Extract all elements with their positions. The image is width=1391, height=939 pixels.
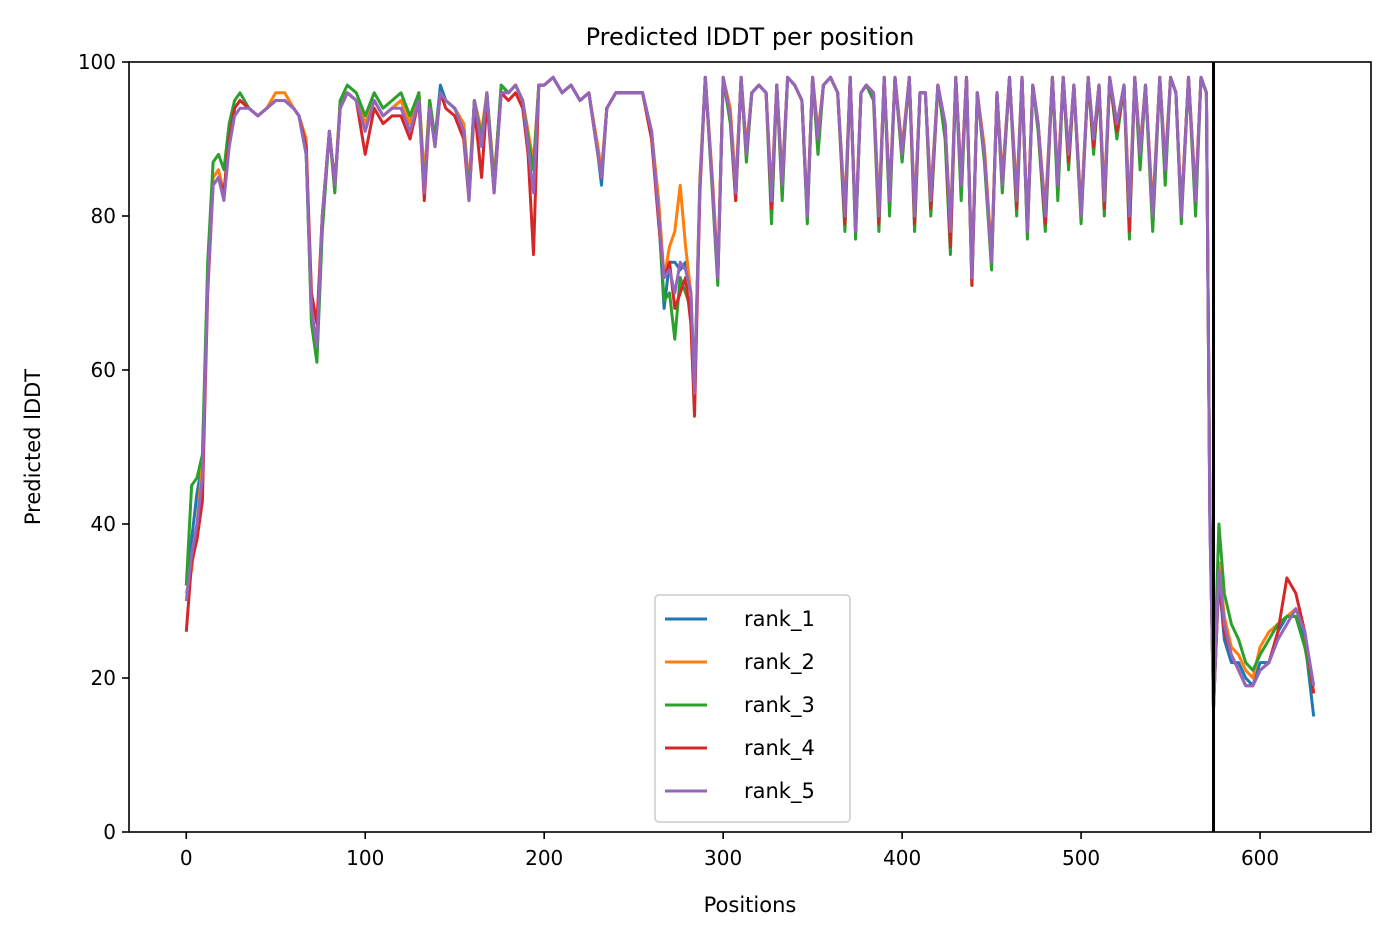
- legend-label-rank_3: rank_3: [744, 693, 815, 718]
- series-lines: [184, 75, 1316, 717]
- legend-label-rank_4: rank_4: [744, 736, 815, 761]
- y-tick-label: 80: [91, 204, 116, 228]
- x-tick-label: 100: [346, 846, 384, 870]
- y-tick-label: 60: [91, 358, 116, 382]
- plot-frame: [128, 61, 1372, 833]
- y-tick-label: 0: [103, 820, 116, 844]
- x-tick-label: 500: [1062, 846, 1100, 870]
- x-tick-label: 0: [180, 846, 193, 870]
- legend-label-rank_1: rank_1: [744, 607, 815, 632]
- x-tick-label: 400: [883, 846, 921, 870]
- legend-label-rank_2: rank_2: [744, 650, 815, 675]
- legend-box: [654, 594, 851, 823]
- y-axis: 0 20 40 60 80 100: [78, 50, 129, 844]
- legend-label-rank_5: rank_5: [744, 779, 815, 804]
- x-axis-label: Positions: [704, 893, 797, 917]
- x-axis: 0 100 200 300 400 500 600: [180, 832, 1279, 870]
- chart-title: Predicted lDDT per position: [586, 23, 915, 51]
- x-tick-label: 300: [704, 846, 742, 870]
- legend: rank_1 rank_2 rank_3 rank_4 rank_5: [654, 594, 851, 823]
- y-axis-label: Predicted lDDT: [21, 369, 45, 525]
- y-tick-label: 40: [91, 512, 116, 536]
- y-tick-label: 100: [78, 50, 116, 74]
- series-line-rank_5: [184, 75, 1316, 711]
- x-tick-label: 200: [525, 846, 563, 870]
- x-tick-label: 600: [1241, 846, 1279, 870]
- y-tick-label: 20: [91, 666, 116, 690]
